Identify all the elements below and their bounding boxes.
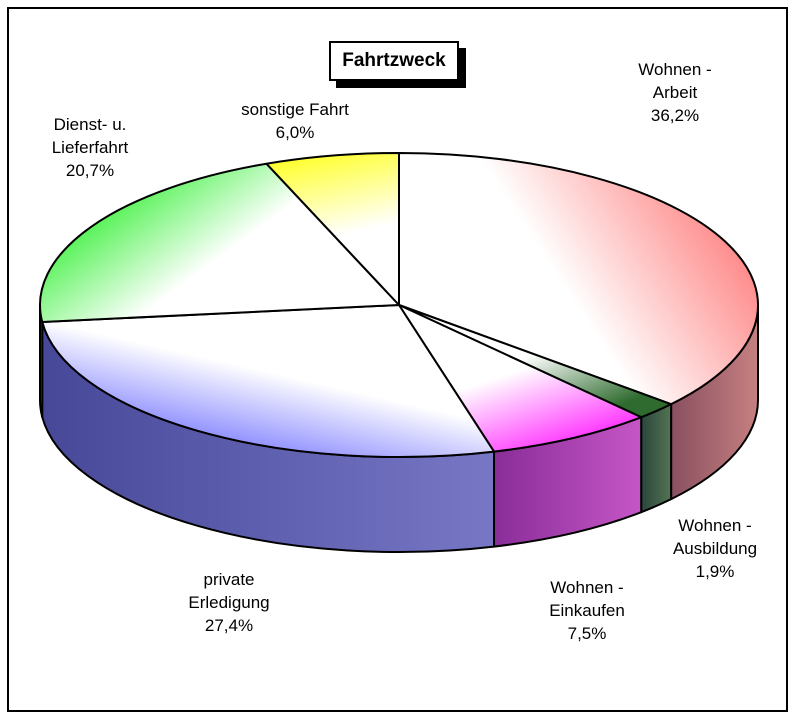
label-line: Wohnen - — [678, 516, 752, 535]
pie-slice — [41, 304, 496, 458]
label-wohnen-arbeit: Wohnen - Arbeit 36,2% — [600, 58, 750, 127]
label-value: 27,4% — [204, 616, 254, 635]
label-line: Wohnen - — [550, 578, 624, 597]
label-value: 7,5% — [567, 624, 607, 643]
chart-title: Fahrtzweck — [329, 41, 459, 81]
label-line: Arbeit — [652, 83, 698, 102]
label-line: private — [203, 570, 255, 589]
pie-slice — [265, 152, 400, 306]
label-wohnen-einkaufen: Wohnen - Einkaufen 7,5% — [512, 576, 662, 645]
label-value: 20,7% — [65, 161, 115, 180]
label-dienst-lieferfahrt: Dienst- u. Lieferfahrt 20,7% — [20, 113, 160, 182]
label-line: Ausbildung — [672, 539, 758, 558]
label-line: Lieferfahrt — [51, 138, 129, 157]
label-line: Erledigung — [188, 593, 270, 612]
label-value: 6,0% — [275, 123, 315, 142]
label-wohnen-ausbildung: Wohnen - Ausbildung 1,9% — [640, 514, 790, 583]
label-private-erledigung: private Erledigung 27,4% — [154, 568, 304, 637]
pie-slice — [39, 162, 400, 323]
pie-slice-side — [640, 403, 673, 514]
pie-slice — [398, 152, 759, 406]
label-line: Einkaufen — [549, 601, 625, 620]
label-value: 36,2% — [650, 106, 700, 125]
label-line: Wohnen - — [638, 60, 712, 79]
label-value: 1,9% — [695, 562, 735, 581]
label-line: sonstige Fahrt — [241, 100, 349, 119]
label-sonstige-fahrt: sonstige Fahrt 6,0% — [220, 98, 370, 144]
pie-slice — [398, 304, 643, 453]
label-line: Dienst- u. — [53, 115, 127, 134]
